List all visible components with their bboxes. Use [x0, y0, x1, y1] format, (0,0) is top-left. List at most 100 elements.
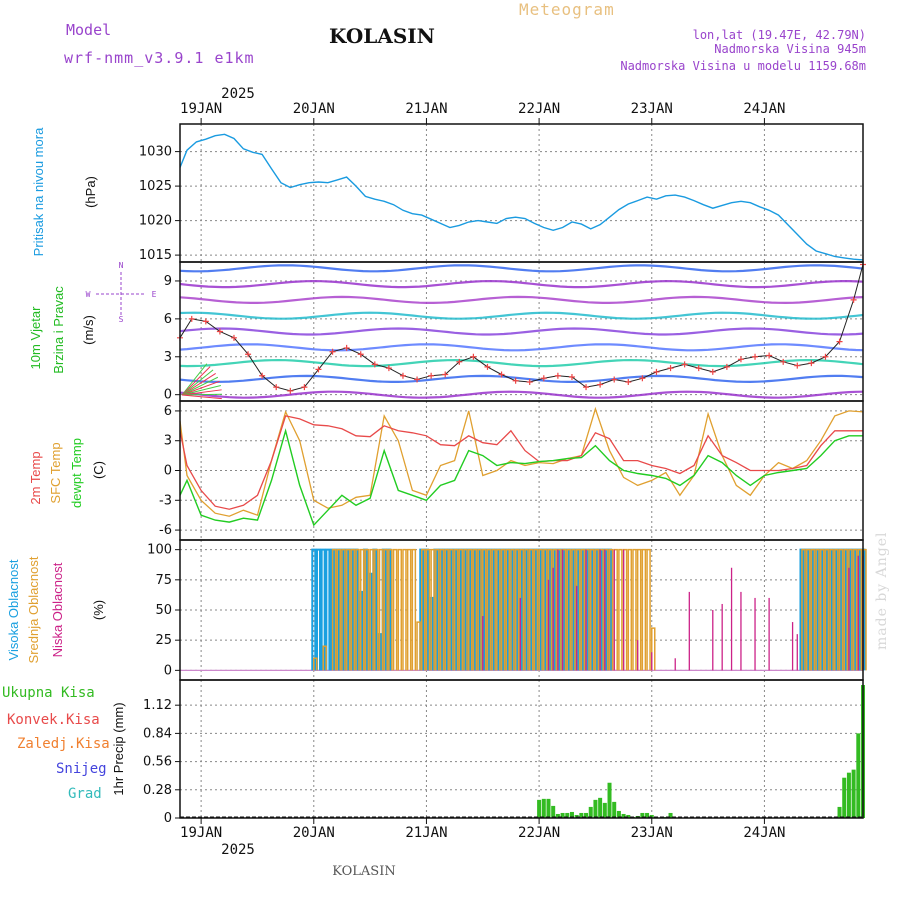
precip-bar: [837, 806, 842, 818]
cloud-bar: [397, 548, 403, 671]
cloud-bar: [320, 548, 326, 671]
wind-gust-marker: [526, 379, 533, 386]
wind-fan: [181, 363, 208, 396]
precip-bar: [640, 812, 645, 818]
cloud-bar: [533, 548, 539, 671]
dewpoint-temp-line: [179, 428, 863, 527]
wind-title-1: 10m Vjetar: [28, 306, 43, 370]
wind-fan: [181, 393, 223, 396]
cloud-bar: [313, 657, 318, 671]
cloud-bar: [608, 548, 614, 671]
cloud-ytick-label: 100: [147, 543, 172, 558]
wind-ytick-label: 0: [164, 388, 172, 403]
precip-bar: [541, 798, 546, 818]
wind-gust-marker: [625, 379, 632, 386]
wind-gust-marker: [414, 376, 421, 383]
precip-bar: [569, 811, 574, 818]
wind-gust-marker: [568, 373, 575, 380]
altitude-text: Nadmorska Visina 945m: [714, 42, 866, 56]
wind-gust-marker: [343, 344, 350, 351]
top-day-label: 19JAN: [180, 101, 222, 117]
temp-title-3: dewpt Temp: [69, 438, 84, 508]
cloud-title-2: Srednja Oblacnost: [26, 556, 41, 663]
precip-bar: [579, 812, 584, 818]
pressure-line: [179, 133, 864, 261]
wind-gust-marker: [442, 371, 449, 378]
cloud-bar: [627, 548, 633, 671]
top-day-label: 20JAN: [293, 101, 335, 117]
cloud-bar: [416, 621, 421, 671]
cloud-bar: [500, 548, 506, 671]
wind-gust-marker: [428, 372, 435, 379]
pressure-title: Pritisak na nivou mora: [31, 127, 46, 256]
cloud-bar: [496, 548, 501, 671]
wind-gust-marker: [399, 372, 406, 379]
cloud-ytick-label: 25: [155, 633, 172, 648]
compass-rose: N S W E: [86, 261, 157, 324]
wind-gust-marker: [484, 363, 491, 370]
wind-fan: [181, 394, 222, 400]
wind-gust-marker: [794, 362, 801, 369]
compass-e: E: [152, 290, 157, 299]
model-altitude-text: Nadmorska Visina u modelu 1159.68m: [620, 59, 866, 73]
cloud-bar: [646, 548, 651, 671]
precip-bar: [842, 777, 847, 818]
cloud-bar: [392, 548, 398, 671]
model-name: wrf-nmm_v3.9.1 e1km: [64, 49, 255, 67]
cloud-bar: [472, 548, 478, 671]
precip-ytick-label: 1.12: [143, 698, 172, 713]
cloud-title-1: Visoka Oblacnost: [6, 559, 21, 660]
cloud-bar: [411, 548, 417, 671]
temp-ytick-label: 3: [164, 434, 172, 449]
wind-gust-marker: [850, 296, 857, 303]
wind-streak: [179, 358, 864, 368]
temp-ytick-label: 0: [164, 464, 172, 479]
wind-gust-marker: [259, 372, 266, 379]
wind-streak: [179, 327, 864, 336]
precip-bar: [612, 801, 617, 818]
cloud-bar: [514, 548, 520, 671]
wind-gust-marker: [357, 351, 364, 358]
pressure-ytick-label: 1020: [139, 214, 172, 229]
wind-ytick-label: 3: [164, 350, 172, 365]
cloud-bar: [449, 548, 454, 671]
lonlat-text: lon,lat (19.47E, 42.79N): [693, 28, 866, 42]
wind-gust-marker: [456, 358, 463, 365]
bottom-day-label: 19JAN: [180, 825, 222, 841]
wind-gust-marker: [287, 387, 294, 394]
cloud-bar: [820, 548, 825, 671]
wind-gust-marker: [611, 376, 618, 383]
precip-bar: [551, 805, 556, 818]
top-year-label: 2025: [221, 86, 255, 102]
cloud-ytick-label: 0: [164, 663, 172, 678]
compass-s: S: [119, 315, 124, 324]
cloud-bar: [641, 548, 647, 671]
wind-gust-marker: [301, 384, 308, 391]
cloud-bar: [439, 548, 445, 671]
temp-title-1: 2m Temp: [28, 451, 43, 504]
cloud-bar: [636, 548, 642, 671]
precip-bar: [574, 814, 579, 818]
wind-gust-marker: [752, 353, 759, 360]
cloud-bar: [580, 548, 586, 671]
precip-ytick-label: 0.28: [143, 783, 172, 798]
precip-legend-item: Zaledj.Kisa: [17, 736, 110, 752]
pressure-ytick-label: 1030: [139, 145, 172, 160]
precip-legend-item: Konvek.Kisa: [7, 712, 100, 728]
wind-gust-marker: [766, 352, 773, 359]
pressure-unit: (hPa): [83, 176, 98, 208]
cloud-bar: [341, 548, 346, 671]
cloud-bar: [374, 548, 379, 671]
pressure-ytick-label: 1015: [139, 248, 172, 263]
bottom-day-labels: 19JAN 20JAN 21JAN 22JAN 23JAN 24JAN: [180, 825, 785, 841]
precip-bar: [565, 812, 570, 818]
wind-gust-marker: [245, 351, 252, 358]
cloud-bar: [420, 548, 426, 671]
wind-gust-marker: [709, 368, 716, 375]
cloud-bar: [388, 548, 393, 671]
bottom-day-label: 22JAN: [518, 825, 560, 841]
cloud-bar: [402, 548, 407, 671]
cloud-bar: [336, 548, 342, 671]
precip-bar: [593, 799, 598, 818]
wind-gust-marker: [597, 381, 604, 388]
